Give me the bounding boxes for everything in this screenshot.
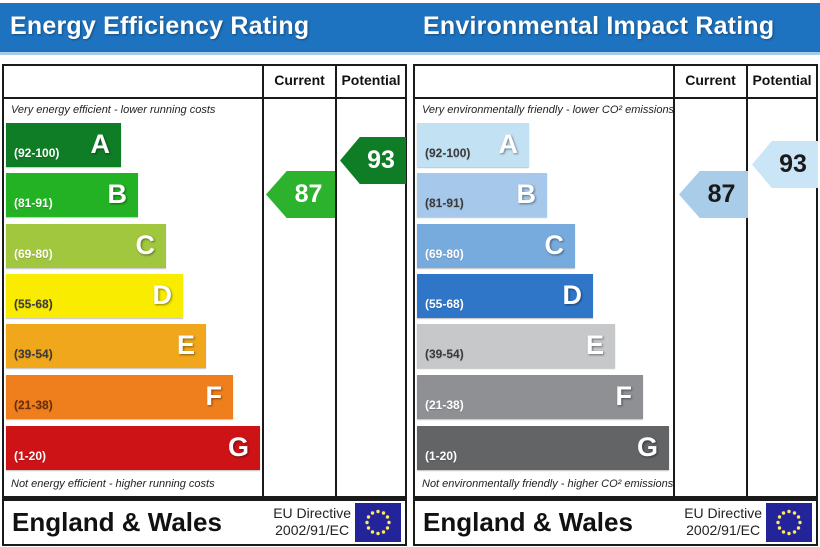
band-row-b: (81-91) B <box>417 173 547 217</box>
rating-band-e: (39-54) E <box>417 324 615 368</box>
header-divider <box>415 97 816 99</box>
rating-band-g: (1-20) G <box>417 426 669 470</box>
current-rating-arrow: 87 <box>679 171 748 218</box>
band-row-a: (92-100) A <box>6 123 121 167</box>
current-rating-value: 87 <box>294 180 323 208</box>
band-range-label: (81-91) <box>425 196 464 210</box>
header-divider <box>4 97 405 99</box>
rating-band-c: (69-80) C <box>6 224 166 268</box>
band-letter: C <box>544 230 565 260</box>
region-label: England & Wales <box>423 507 633 537</box>
band-range-label: (1-20) <box>425 449 458 463</box>
band-range-label: (55-68) <box>425 297 464 311</box>
band-row-d: (55-68) D <box>417 274 593 318</box>
band-range-label: (39-54) <box>425 347 464 361</box>
band-row-a: (92-100) A <box>417 123 529 167</box>
environmental-impact-panel: Current Potential Very environmentally f… <box>413 64 818 498</box>
band-letter: G <box>227 432 249 462</box>
current-column-header: Current <box>274 72 325 88</box>
rating-band-c: (69-80) C <box>417 224 575 268</box>
rating-band-f: (21-38) F <box>6 375 233 419</box>
band-row-g: (1-20) G <box>417 426 669 470</box>
current-column-divider <box>262 66 264 496</box>
rating-band-d: (55-68) D <box>6 274 183 318</box>
current-column-divider <box>673 66 675 496</box>
band-letter: D <box>152 280 173 310</box>
rating-band-a: (92-100) A <box>417 123 529 167</box>
band-letter: G <box>636 432 658 462</box>
energy-efficiency-panel: Current Potential Very energy efficient … <box>2 64 407 498</box>
rating-band-b: (81-91) B <box>417 173 547 217</box>
band-row-f: (21-38) F <box>417 375 643 419</box>
bottom-caption: Not energy efficient - higher running co… <box>11 478 215 490</box>
band-letter: B <box>516 179 537 209</box>
potential-rating-value: 93 <box>367 146 395 174</box>
energy-efficiency-title: Energy Efficiency Rating <box>10 12 310 40</box>
current-rating-value: 87 <box>707 180 736 208</box>
band-row-f: (21-38) F <box>6 375 233 419</box>
band-row-e: (39-54) E <box>417 324 615 368</box>
band-row-d: (55-68) D <box>6 274 183 318</box>
title-banner: Energy Efficiency Rating Environmental I… <box>0 3 820 55</box>
eu-directive-label: EU Directive 2002/91/EC <box>684 505 762 538</box>
band-range-label: (92-100) <box>14 146 60 160</box>
band-letter: A <box>90 129 111 159</box>
band-row-c: (69-80) C <box>6 224 166 268</box>
rating-band-e: (39-54) E <box>6 324 206 368</box>
band-range-label: (1-20) <box>14 449 47 463</box>
rating-band-a: (92-100) A <box>6 123 121 167</box>
band-range-label: (69-80) <box>14 247 53 261</box>
band-letter: C <box>135 230 156 260</box>
rating-band-g: (1-20) G <box>6 426 260 470</box>
band-letter: E <box>585 330 604 360</box>
band-row-b: (81-91) B <box>6 173 138 217</box>
band-range-label: (92-100) <box>425 146 471 160</box>
environmental-impact-title: Environmental Impact Rating <box>423 12 775 40</box>
potential-rating-arrow: 93 <box>340 137 406 184</box>
potential-rating-value: 93 <box>779 150 807 178</box>
band-range-label: (21-38) <box>14 398 53 412</box>
rating-band-f: (21-38) F <box>417 375 643 419</box>
rating-band-d: (55-68) D <box>417 274 593 318</box>
band-letter: B <box>107 179 128 209</box>
band-range-label: (55-68) <box>14 297 53 311</box>
eu-flag-icon <box>766 503 812 542</box>
band-letter: D <box>562 280 583 310</box>
eu-directive-label: EU Directive 2002/91/EC <box>273 505 351 538</box>
band-row-g: (1-20) G <box>6 426 260 470</box>
top-caption: Very environmentally friendly - lower CO… <box>422 104 675 116</box>
band-range-label: (39-54) <box>14 347 53 361</box>
potential-column-divider <box>335 66 337 496</box>
eu-flag-icon <box>355 503 401 542</box>
potential-column-header: Potential <box>341 72 401 88</box>
energy-footer: England & Wales EU Directive 2002/91/EC <box>2 498 407 546</box>
bottom-caption: Not environmentally friendly - higher CO… <box>422 478 674 490</box>
rating-band-b: (81-91) B <box>6 173 138 217</box>
band-row-e: (39-54) E <box>6 324 206 368</box>
current-column-header: Current <box>685 72 736 88</box>
band-letter: E <box>176 330 195 360</box>
current-rating-arrow: 87 <box>266 171 335 218</box>
top-caption: Very energy efficient - lower running co… <box>11 104 216 116</box>
band-row-c: (69-80) C <box>417 224 575 268</box>
band-letter: F <box>205 381 223 411</box>
band-range-label: (69-80) <box>425 247 464 261</box>
band-letter: F <box>615 381 633 411</box>
potential-rating-arrow: 93 <box>752 141 818 188</box>
potential-column-header: Potential <box>752 72 812 88</box>
band-range-label: (21-38) <box>425 398 464 412</box>
band-range-label: (81-91) <box>14 196 53 210</box>
band-letter: A <box>498 129 519 159</box>
region-label: England & Wales <box>12 507 222 537</box>
environmental-footer: England & Wales EU Directive 2002/91/EC <box>413 498 818 546</box>
potential-column-divider <box>746 66 748 496</box>
